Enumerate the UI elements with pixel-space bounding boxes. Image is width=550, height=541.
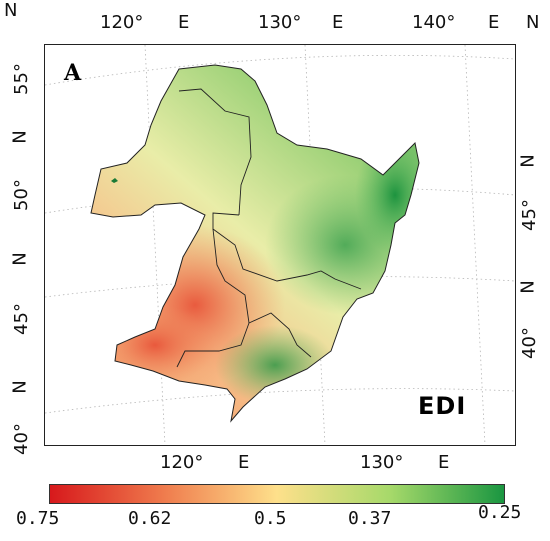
colorbar-tick-1: 0.62: [128, 508, 172, 529]
land-mass: [91, 65, 419, 421]
index-label: EDI: [418, 392, 467, 420]
colorbar-tick-3: 0.37: [348, 508, 392, 529]
right-lat-45-label: 45°: [518, 199, 540, 231]
top-lon-130-hemi: E: [332, 12, 344, 33]
left-lat-50-label: 50°: [10, 179, 32, 211]
left-lat-55-hemi: N: [9, 130, 31, 144]
right-lat-45-hemi: N: [517, 154, 539, 168]
top-corner-n-right-label: N: [526, 12, 540, 33]
map-canvas: [45, 45, 515, 445]
region-outline: [90, 64, 420, 423]
colorbar-tick-4: 0.25: [478, 502, 522, 523]
map-frame: [44, 44, 516, 446]
top-lon-140-hemi: E: [488, 12, 500, 33]
colorbar-tick-0: 0.75: [16, 508, 60, 529]
top-corner-n-label: N: [4, 0, 18, 21]
bottom-lon-120-hemi: E: [238, 452, 250, 473]
top-lon-130-label: 130°: [258, 12, 302, 33]
top-lon-140-label: 140°: [412, 12, 456, 33]
left-lat-40-label: 40°: [10, 423, 32, 455]
top-lon-120-label: 120°: [100, 12, 144, 33]
colorbar-tick-2: 0.5: [254, 508, 287, 529]
panel-letter: A: [64, 60, 82, 86]
bottom-lon-120-label: 120°: [160, 452, 204, 473]
colorbar: [49, 484, 505, 504]
top-lon-120-hemi: E: [178, 12, 190, 33]
left-lat-50-hemi: N: [9, 252, 31, 266]
left-lat-55-label: 55°: [10, 63, 32, 95]
right-lat-40-hemi: N: [517, 280, 539, 294]
lake-marker: [111, 178, 118, 183]
province-boundaries: [176, 88, 362, 368]
left-lat-45-label: 45°: [10, 303, 32, 335]
bottom-lon-130-label: 130°: [360, 452, 404, 473]
bottom-lon-130-hemi: E: [438, 452, 450, 473]
right-lat-40-label: 40°: [518, 327, 540, 359]
left-lat-45-hemi: N: [9, 380, 31, 394]
